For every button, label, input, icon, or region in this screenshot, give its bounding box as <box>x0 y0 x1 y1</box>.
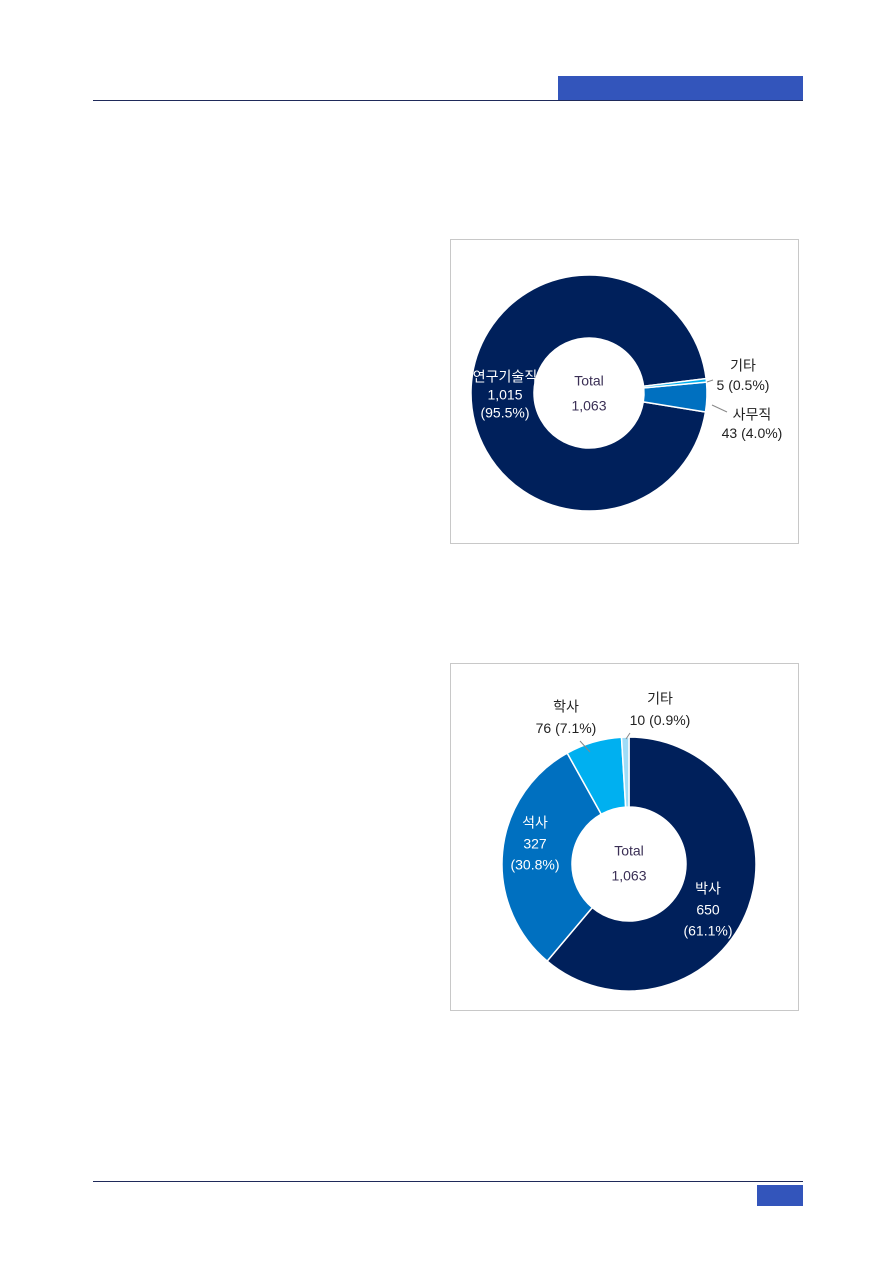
slice-share: (61.1%) <box>683 923 732 939</box>
slice-value-line: 76 (7.1%) <box>536 720 597 736</box>
slice-value-line: 43 (4.0%) <box>722 425 783 441</box>
donut-slice <box>470 274 707 512</box>
leader-line <box>579 740 591 753</box>
leader-line <box>711 404 728 413</box>
slice-label: 연구기술직 <box>473 369 537 385</box>
donut-slice <box>620 736 630 808</box>
slice-value: 5 <box>717 377 725 393</box>
slice-share: (7.1%) <box>555 720 596 736</box>
donut-slice <box>546 736 757 992</box>
slice-label: 석사 <box>522 815 548 831</box>
slice-label: 사무직 <box>733 407 772 423</box>
page-number-box <box>757 1185 803 1206</box>
slice-value-line: 5 (0.5%) <box>717 377 770 393</box>
slice-value: 10 <box>630 712 646 728</box>
slice-value: 650 <box>696 902 720 918</box>
slice-value: 43 <box>722 425 738 441</box>
center-title: Total <box>614 843 644 859</box>
leader-line <box>706 379 714 383</box>
donut-slice <box>501 752 603 963</box>
slice-share: (30.8%) <box>510 857 559 873</box>
slice-value: 76 <box>536 720 552 736</box>
center-total: 1,063 <box>611 868 646 884</box>
slice-share: (0.5%) <box>728 377 769 393</box>
donut-slice <box>642 377 708 389</box>
center-title: Total <box>574 373 604 389</box>
slice-value: 327 <box>523 836 547 852</box>
donut-slice <box>642 381 708 413</box>
header-tab <box>558 76 803 100</box>
slice-value-line: 10 (0.9%) <box>630 712 691 728</box>
slice-label: 박사 <box>695 881 721 897</box>
slice-label: 기타 <box>730 358 756 374</box>
leader-line <box>625 732 631 740</box>
slice-label: 학사 <box>553 699 579 715</box>
slice-share: (4.0%) <box>741 425 782 441</box>
center-total: 1,063 <box>571 398 606 414</box>
slice-label: 기타 <box>647 691 673 707</box>
slice-value: 1,015 <box>487 387 522 403</box>
slice-share: (95.5%) <box>480 405 529 421</box>
slice-share: (0.9%) <box>649 712 690 728</box>
